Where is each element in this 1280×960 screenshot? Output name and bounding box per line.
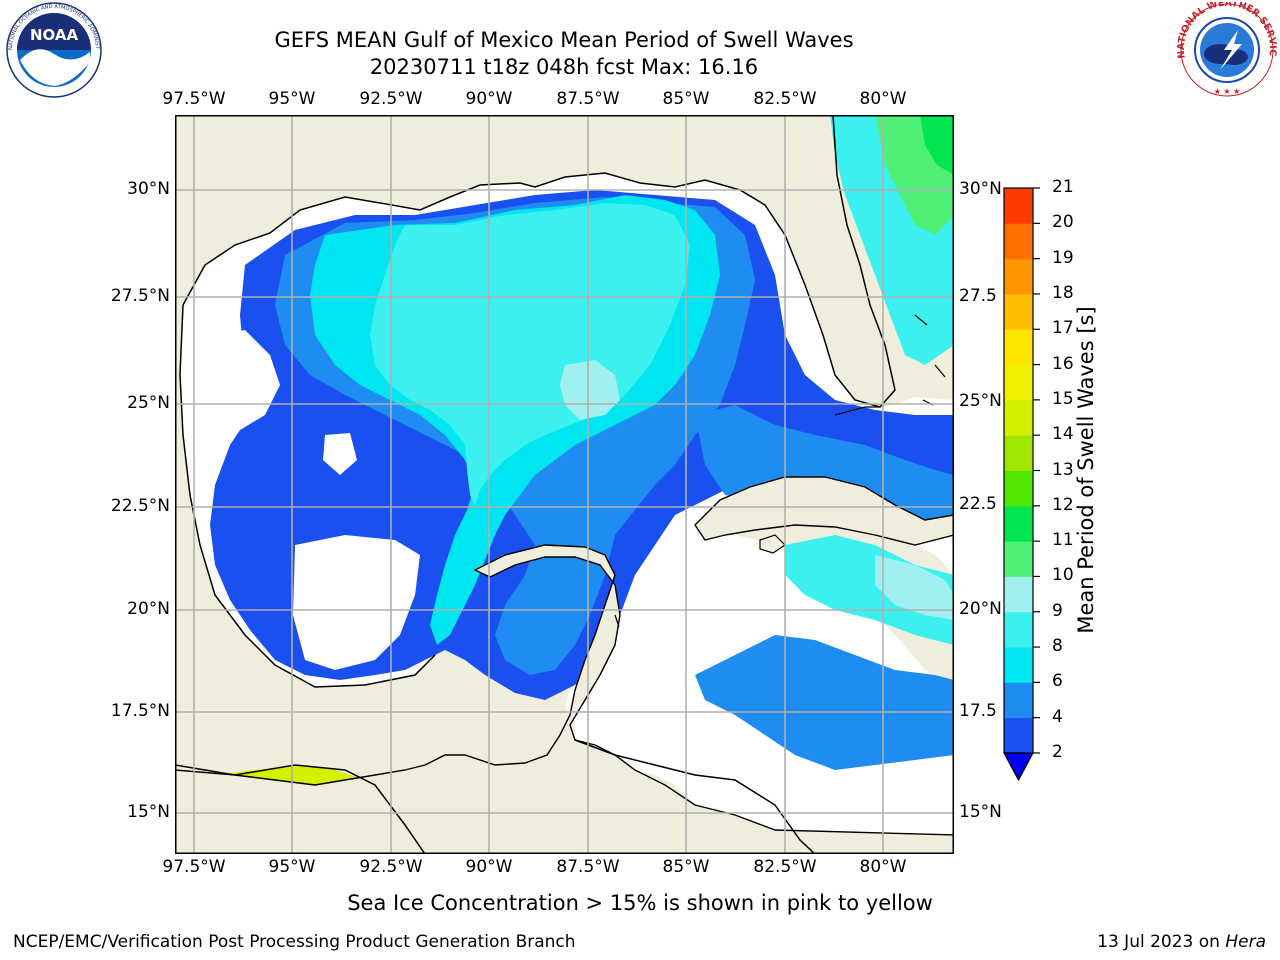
lat-label-left: 22.5°N bbox=[110, 496, 170, 516]
colorbar-label: Mean Period of Swell Waves [s] bbox=[1074, 306, 1098, 634]
isla-juventud bbox=[759, 534, 786, 554]
colorbar-segment bbox=[1004, 576, 1033, 613]
no-data-gap bbox=[213, 330, 280, 430]
caribbean-swell-cyan bbox=[785, 535, 954, 645]
colorbar-tick-label: 21 bbox=[1052, 177, 1074, 197]
lon-label-top: 85°W bbox=[662, 89, 710, 109]
map-frame bbox=[175, 115, 954, 854]
colorbar-tick-label: 8 bbox=[1052, 636, 1063, 657]
colorbar-tick-label: 18 bbox=[1052, 282, 1074, 303]
colorbar-tick-label: 12 bbox=[1052, 494, 1074, 515]
chart-title: GEFS MEAN Gulf of Mexico Mean Period of … bbox=[274, 28, 854, 52]
colorbar-tick-label: 20 bbox=[1052, 212, 1074, 233]
colorbar-segment bbox=[1004, 611, 1033, 648]
lon-label-bottom: 87.5°W bbox=[556, 857, 620, 877]
colorbar-tick-label: 9 bbox=[1052, 600, 1063, 621]
lon-label-top: 95°W bbox=[268, 89, 316, 109]
colorbar-segment bbox=[1004, 541, 1033, 577]
lat-label-right: 15°N bbox=[959, 802, 1002, 822]
colorbar-segment bbox=[1004, 223, 1033, 260]
yucatan-land bbox=[175, 544, 954, 854]
credit-text: NCEP/EMC/Verification Post Processing Pr… bbox=[13, 932, 576, 952]
swell-band-4-6-south bbox=[695, 635, 954, 770]
lat-label-left: 30°N bbox=[127, 179, 170, 199]
lon-label-top: 92.5°W bbox=[359, 89, 423, 109]
atlantic-swell-green-dark bbox=[920, 115, 954, 175]
svg-text:★ ★ ★: ★ ★ ★ bbox=[1214, 87, 1241, 96]
lat-label-right: 27.5 bbox=[959, 286, 997, 306]
colorbar-tick-label: 11 bbox=[1052, 530, 1074, 551]
lat-label-left: 17.5°N bbox=[110, 701, 170, 721]
lat-label-left: 25°N bbox=[127, 393, 170, 413]
central-america-coastline bbox=[574, 739, 816, 854]
lat-label-left: 15°N bbox=[127, 802, 170, 822]
cuba-land bbox=[694, 476, 954, 546]
colorbar-tick-label: 6 bbox=[1052, 671, 1063, 692]
lon-label-bottom: 97.5°W bbox=[162, 857, 226, 877]
lon-label-bottom: 92.5°W bbox=[359, 857, 423, 877]
colorbar-tick-label: 2 bbox=[1052, 742, 1063, 762]
colorbar-segment bbox=[1004, 435, 1033, 471]
colorbar-segment bbox=[1004, 717, 1033, 754]
colorbar-tick-label: 19 bbox=[1052, 247, 1074, 268]
map-panel bbox=[175, 115, 954, 854]
lon-label-bottom: 85°W bbox=[662, 857, 710, 877]
lon-label-top: 80°W bbox=[859, 89, 907, 109]
swell-band-8-9 bbox=[370, 203, 690, 505]
colorbar-tick-label: 16 bbox=[1052, 353, 1074, 374]
run-date-text: 13 Jul 2023 on bbox=[1097, 932, 1226, 952]
run-machine: Hera bbox=[1225, 932, 1266, 952]
map-gridlines bbox=[175, 115, 954, 854]
colorbar-segment bbox=[1004, 470, 1033, 507]
swell-band-9-10 bbox=[560, 360, 620, 420]
colorbar-segment bbox=[1004, 293, 1033, 330]
noaa-logo: NOAA NATIONAL OCEANIC AND ATMOSPHERIC AD… bbox=[2, 2, 102, 98]
lon-label-bottom: 95°W bbox=[268, 857, 316, 877]
colorbar bbox=[1002, 187, 1040, 782]
lat-label-right: 22.5 bbox=[959, 494, 997, 514]
colorbar-segment bbox=[1004, 399, 1033, 436]
caribbean-swell-pale bbox=[875, 555, 954, 620]
lon-label-bottom: 82.5°W bbox=[753, 857, 817, 877]
colorbar-segment bbox=[1004, 329, 1033, 366]
lat-label-right: 25°N bbox=[959, 391, 1002, 411]
lat-label-left: 20°N bbox=[127, 599, 170, 619]
colorbar-under-triangle bbox=[1002, 752, 1035, 782]
pacific-coastline bbox=[175, 764, 426, 854]
cozumel bbox=[614, 614, 620, 628]
no-data-gap bbox=[293, 535, 420, 670]
lon-label-top: 97.5°W bbox=[162, 89, 226, 109]
colorbar-tick-label: 15 bbox=[1052, 388, 1074, 409]
lat-label-right: 20°N bbox=[959, 599, 1002, 619]
mexico-coastline bbox=[179, 304, 436, 688]
sea-ice-note: Sea Ice Concentration > 15% is shown in … bbox=[347, 891, 933, 915]
us-coastline bbox=[182, 115, 896, 408]
lon-label-top: 90°W bbox=[465, 89, 513, 109]
lon-label-top: 87.5°W bbox=[556, 89, 620, 109]
no-data-gap bbox=[323, 433, 357, 475]
lat-label-right: 30°N bbox=[959, 179, 1002, 199]
colorbar-tick-label: 13 bbox=[1052, 459, 1074, 480]
run-date: 13 Jul 2023 on Hera bbox=[1097, 932, 1266, 952]
lon-label-top: 82.5°W bbox=[753, 89, 817, 109]
colorbar-segment bbox=[1004, 682, 1033, 719]
colorbar-segment bbox=[1004, 188, 1033, 224]
chart-subtitle: 20230711 t18z 048h fcst Max: 16.16 bbox=[369, 55, 759, 79]
lat-label-left: 27.5°N bbox=[110, 286, 170, 306]
lon-label-bottom: 90°W bbox=[465, 857, 513, 877]
colorbar-tick-label: 17 bbox=[1052, 318, 1074, 339]
colorbar-segment bbox=[1004, 364, 1033, 401]
colorbar-tick-label: 14 bbox=[1052, 424, 1074, 445]
noaa-text: NOAA bbox=[30, 26, 79, 44]
colorbar-segment bbox=[1004, 647, 1033, 683]
colorbar-segment bbox=[1004, 258, 1033, 295]
lon-label-bottom: 80°W bbox=[859, 857, 907, 877]
colorbar-segment bbox=[1004, 505, 1033, 542]
lat-label-right: 17.5 bbox=[959, 701, 997, 721]
florida-keys bbox=[834, 406, 880, 416]
colorbar-tick-label: 10 bbox=[1052, 565, 1074, 586]
colorbar-tick-label: 4 bbox=[1052, 706, 1063, 727]
nws-logo: NATIONAL WEATHER SERVICE ★ ★ ★ bbox=[1176, 2, 1278, 97]
